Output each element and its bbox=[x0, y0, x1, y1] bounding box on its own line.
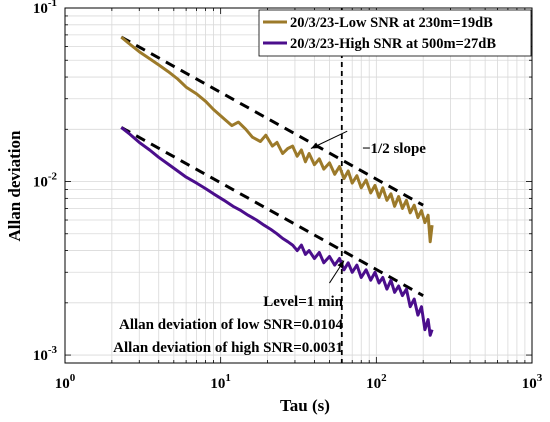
legend-label-low-snr: 20/3/23-Low SNR at 230m=19dB bbox=[290, 15, 493, 31]
low-snr-deviation-annotation: Allan deviation of low SNR=0.0104 bbox=[119, 317, 343, 333]
legend-label-high-snr: 20/3/23-High SNR at 500m=27dB bbox=[290, 36, 496, 52]
x-axis-title: Tau (s) bbox=[280, 396, 330, 415]
legend-box bbox=[258, 9, 532, 57]
series-group bbox=[120, 35, 434, 337]
plot-frame bbox=[64, 7, 533, 364]
x-tick-label: 102 bbox=[366, 372, 387, 392]
x-tick-label: 100 bbox=[55, 372, 76, 392]
y-axis-title: Allan deviation bbox=[5, 130, 24, 242]
x-tick-label: 101 bbox=[210, 372, 231, 392]
level-annotation: Level=1 min bbox=[263, 294, 343, 310]
plot-area bbox=[65, 8, 532, 363]
high-snr-deviation-annotation: Allan deviation of high SNR=0.0031 bbox=[113, 340, 343, 356]
series-line-0 bbox=[120, 35, 434, 244]
reference-lines bbox=[120, 8, 424, 363]
reference-line-fit bbox=[120, 35, 424, 207]
y-tick-label: 10-1 bbox=[33, 0, 57, 17]
annotation-arrowhead-1 bbox=[337, 260, 345, 269]
x-tick-label: 103 bbox=[522, 372, 543, 392]
axis-ticks: 100 101 102 103 10-3 10-2 10-1 bbox=[33, 0, 543, 392]
y-tick-label: 10-2 bbox=[33, 171, 58, 191]
series-line-1 bbox=[120, 126, 434, 337]
slope-annotation: −1/2 slope bbox=[362, 141, 426, 157]
reference-line-fit bbox=[120, 126, 424, 297]
annotation-arrowhead-0 bbox=[310, 142, 319, 149]
annotation-arrows bbox=[310, 130, 348, 284]
y-tick-label: 10-3 bbox=[33, 344, 58, 364]
legend: 20/3/23-Low SNR at 230m=19dB 20/3/23-Hig… bbox=[258, 9, 532, 57]
